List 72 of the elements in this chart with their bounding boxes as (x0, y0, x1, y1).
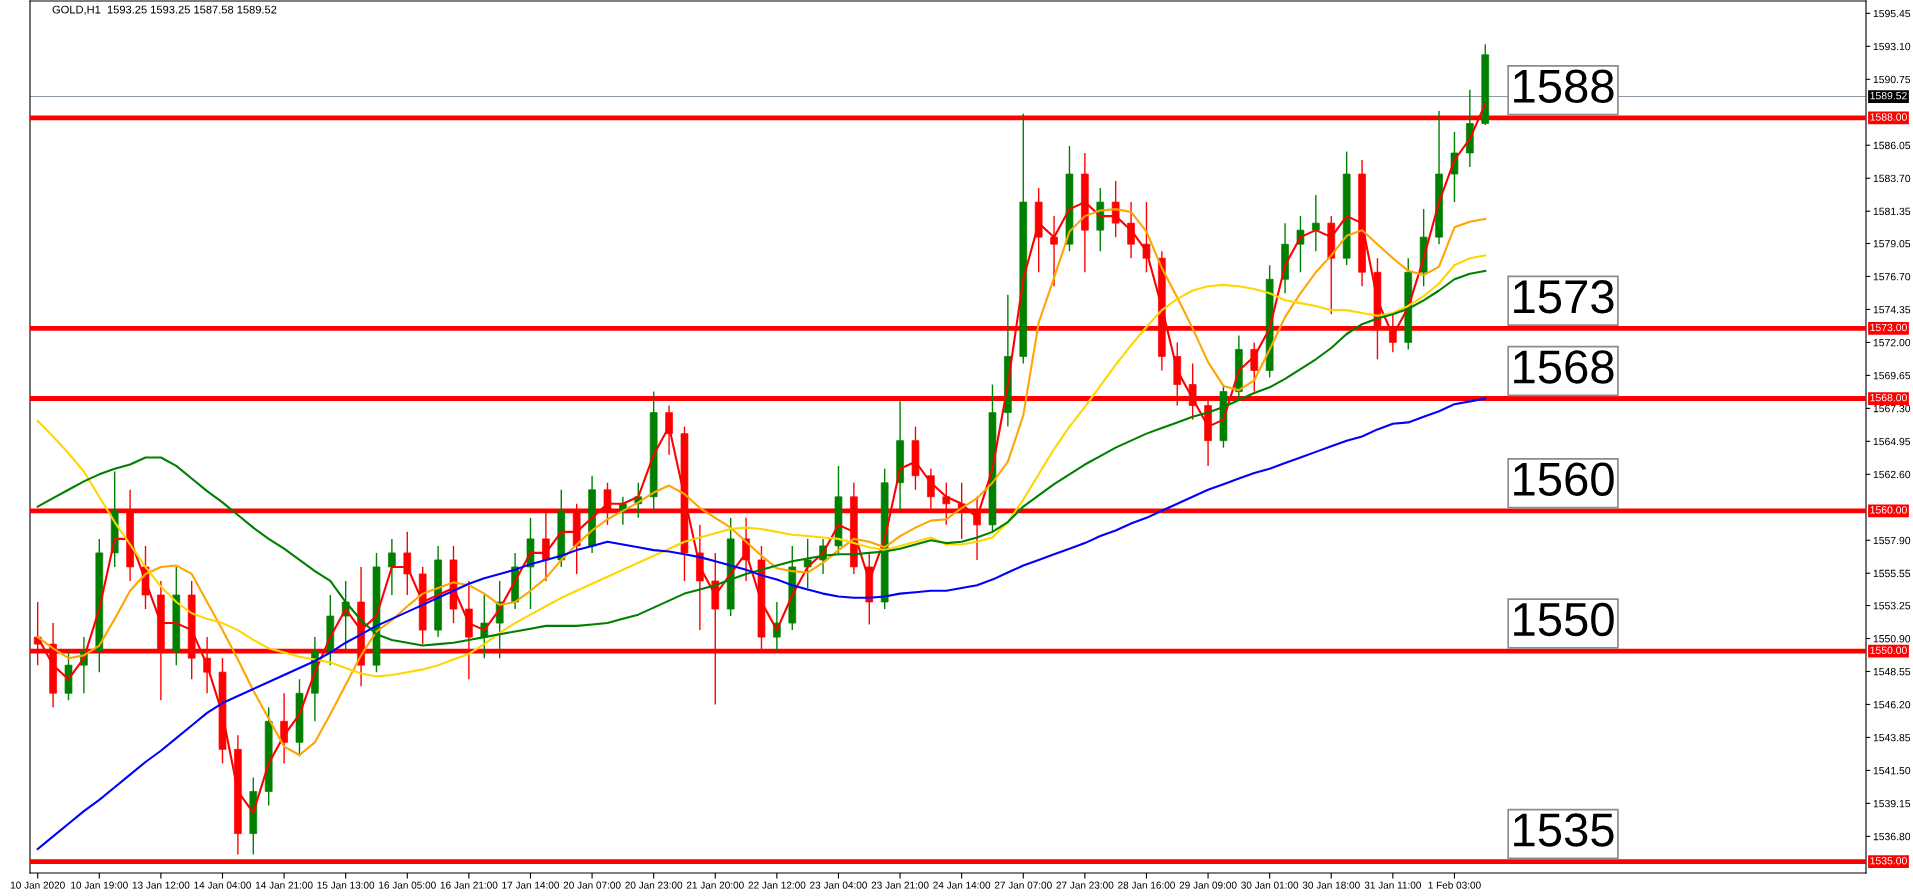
y-tick-label: 1543.85 (1873, 733, 1911, 742)
annotation: 1568 (1514, 350, 1614, 384)
ref-line-label: 1589.52 (1870, 91, 1907, 100)
annotation: 1588 (1514, 69, 1614, 103)
y-tick-label: 1550.90 (1873, 635, 1911, 643)
candlestick (403, 531, 412, 596)
x-tick-label: 10 Jan 19:00 (71, 881, 128, 889)
y-tick-label: 1555.55 (1873, 569, 1911, 578)
x-tick-label: 29 Jan 09:00 (1179, 881, 1237, 889)
candlestick (1127, 201, 1135, 259)
y-tick-label: 1581.35 (1873, 207, 1911, 216)
x-tick-label: 20 Jan 23:00 (625, 881, 683, 889)
y-tick-label: 1593.10 (1873, 42, 1911, 51)
y-tick-label: 1579.05 (1873, 239, 1911, 248)
y-tick-label: 1569.65 (1873, 371, 1911, 380)
x-tick-label: 22 Jan 12:00 (748, 881, 806, 889)
annotation: 1573 (1514, 280, 1614, 314)
y-tick-label: 1562.60 (1873, 470, 1911, 479)
x-tick-label: 17 Jan 14:00 (502, 881, 560, 889)
annotation: 1550 (1514, 602, 1614, 637)
annotation: 1535 (1514, 813, 1614, 847)
annotation: 1560 (1514, 462, 1614, 496)
x-tick-label: 30 Jan 18:00 (1302, 881, 1360, 889)
y-tick-label: 1546.20 (1873, 700, 1911, 709)
candlestick (1312, 194, 1320, 252)
x-tick-label: 24 Jan 14:00 (933, 881, 991, 889)
x-tick-label: 1 Feb 03:00 (1428, 881, 1481, 889)
ref-line-label: 1535.00 (1870, 857, 1907, 865)
x-tick-label: 16 Jan 05:00 (379, 881, 436, 889)
y-tick-label: 1576.70 (1873, 272, 1911, 281)
x-tick-label: 23 Jan 21:00 (871, 881, 929, 889)
y-tick-label: 1572.00 (1873, 338, 1911, 347)
x-tick-label: 23 Jan 04:00 (810, 881, 867, 889)
x-tick-label: 13 Jan 12:00 (132, 881, 190, 889)
candlestick (1111, 180, 1120, 238)
y-tick-label: 1590.75 (1873, 75, 1911, 84)
x-tick-label: 14 Jan 21:00 (255, 881, 313, 889)
chart-title: GOLD,H1 1593.25 1593.25 1587.58 1589.52 (52, 5, 277, 15)
x-tick-label: 15 Jan 13:00 (317, 881, 375, 889)
y-tick-label: 1583.70 (1873, 174, 1911, 183)
y-tick-label: 1536.80 (1873, 832, 1911, 841)
x-tick-label: 28 Jan 16:00 (1118, 881, 1175, 889)
x-tick-label: 20 Jan 07:00 (563, 881, 621, 889)
x-tick-label: 10 Jan 2020 (10, 881, 65, 889)
y-tick-label: 1548.55 (1873, 667, 1911, 676)
ref-line-label: 1568.00 (1870, 393, 1907, 402)
y-tick-label: 1586.05 (1873, 141, 1911, 150)
y-tick-label: 1553.25 (1873, 602, 1911, 610)
y-tick-label: 1567.30 (1873, 404, 1911, 413)
candlestick (1142, 201, 1151, 273)
x-tick-label: 27 Jan 23:00 (1056, 881, 1114, 889)
candlestick (388, 538, 396, 596)
y-tick-label: 1557.90 (1873, 536, 1911, 545)
x-tick-label: 31 Jan 11:00 (1364, 881, 1422, 889)
x-tick-label: 21 Jan 20:00 (686, 881, 744, 889)
y-tick-label: 1574.35 (1873, 305, 1911, 314)
ref-line-label: 1560.00 (1870, 506, 1907, 514)
y-tick-label: 1564.95 (1873, 437, 1911, 446)
x-tick-label: 27 Jan 07:00 (994, 881, 1052, 889)
candlestick (803, 538, 812, 589)
x-tick-label: 16 Jan 21:00 (440, 881, 498, 889)
y-tick-label: 1541.50 (1873, 766, 1911, 775)
candlestick (1050, 215, 1058, 287)
ref-line-label: 1588.00 (1870, 113, 1907, 121)
candlestick (1250, 341, 1259, 393)
y-tick-label: 1539.15 (1873, 799, 1911, 808)
ref-line-label: 1550.00 (1870, 646, 1907, 654)
line-series (36, 397, 1487, 851)
ref-line-label: 1573.00 (1870, 323, 1907, 332)
x-tick-label: 30 Jan 01:00 (1241, 881, 1299, 889)
x-tick-label: 14 Jan 04:00 (194, 881, 252, 889)
y-tick-label: 1595.45 (1873, 9, 1911, 18)
